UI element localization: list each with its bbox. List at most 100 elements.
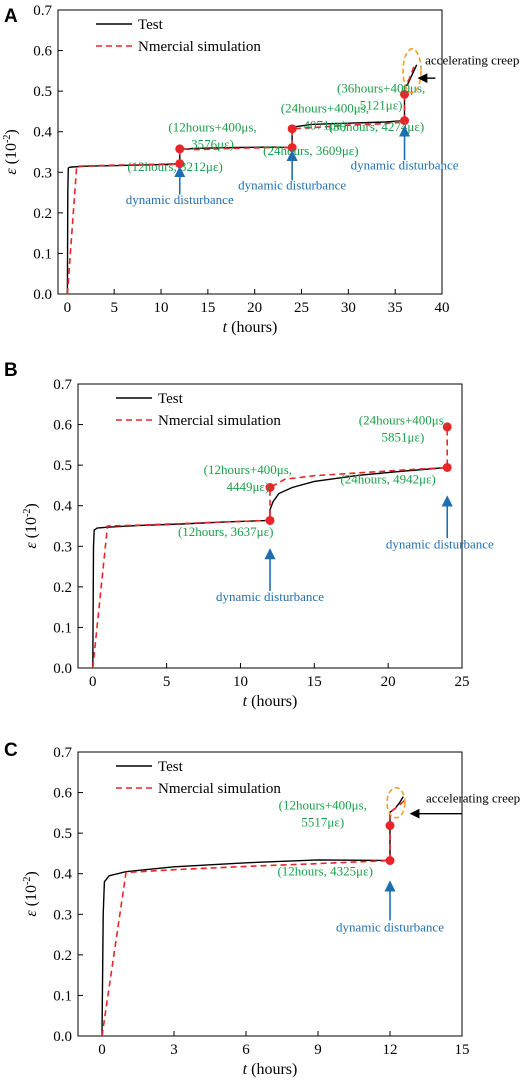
disturbance-label: dynamic disturbance [216, 589, 324, 604]
disturbance-label: dynamic disturbance [126, 192, 234, 207]
y-tick-label: 0.2 [53, 580, 72, 596]
point-annotation: 5851με) [382, 430, 425, 445]
y-axis-close: ) [23, 503, 40, 508]
point-annotation: (24hours, 3609με) [263, 143, 358, 158]
point-annotation: (24hours+400μs, [281, 101, 369, 116]
creep-label: accelerating creep [425, 52, 519, 67]
x-axis-unit: (hours) [247, 693, 297, 710]
point-annotation: (24hours+400μs, [359, 413, 447, 428]
y-tick-label: 0.6 [33, 44, 52, 60]
y-tick-label: 0.1 [53, 988, 72, 1004]
y-axis-exp: -2 [22, 509, 33, 517]
point-annotation: (12hours+400μs, [279, 798, 367, 813]
x-axis-var: t [243, 1061, 248, 1078]
y-tick-label: 0.2 [33, 206, 52, 222]
x-tick-label: 3 [170, 1042, 178, 1058]
y-tick-label: 0.5 [53, 458, 72, 474]
series-simulation-line [66, 66, 415, 295]
data-point [175, 144, 185, 154]
point-annotation: (12hours, 3212με) [127, 159, 222, 174]
data-point [400, 89, 410, 99]
creep-ellipse [386, 786, 406, 819]
data-point [175, 159, 185, 169]
legend-label: Nmercial simulation [158, 781, 281, 797]
x-tick-label: 0 [89, 674, 97, 690]
x-tick-label: 25 [294, 300, 309, 316]
point-annotation: 5517με) [301, 815, 344, 830]
x-tick-label: 5 [110, 300, 118, 316]
data-point [442, 462, 452, 472]
y-tick-label: 0.2 [53, 948, 72, 964]
y-tick-label: 0.3 [53, 539, 72, 555]
x-tick-label: 25 [455, 674, 470, 690]
y-tick-label: 0.7 [53, 745, 72, 761]
data-point [287, 124, 297, 134]
disturbance-label: dynamic disturbance [238, 178, 346, 193]
y-tick-label: 0.5 [33, 84, 52, 100]
point-annotation: (24hours, 4942με) [340, 471, 435, 486]
data-point [265, 515, 275, 525]
x-axis-title: t (hours) [243, 1061, 298, 1078]
x-tick-label: 40 [435, 300, 450, 316]
x-tick-label: 15 [307, 674, 322, 690]
point-annotation: (12hours+400μs, [168, 120, 256, 135]
y-tick-label: 0.5 [53, 826, 72, 842]
panel-letter: C [4, 740, 18, 761]
x-tick-label: 20 [381, 674, 396, 690]
data-point [442, 422, 452, 432]
panel-C: C 0.0 0.1 0.2 0.3 0.4 0.5 0.6 0.7 0 3 6 9 12 15 t (hour… [4, 740, 520, 1078]
panel-letter: A [4, 6, 18, 27]
y-tick-label: 0.4 [53, 499, 72, 515]
x-axis-title: t (hours) [243, 693, 298, 710]
y-tick-label: 0.7 [33, 3, 52, 19]
x-tick-label: 6 [242, 1042, 250, 1058]
x-tick-label: 20 [247, 300, 262, 316]
y-tick-label: 0.7 [53, 377, 72, 393]
x-tick-label: 30 [341, 300, 356, 316]
x-axis-var: t [243, 693, 248, 710]
y-tick-label: 0.6 [53, 786, 72, 802]
x-tick-label: 0 [64, 300, 72, 316]
x-tick-label: 5 [163, 674, 171, 690]
legend-label: Nmercial simulation [138, 39, 261, 55]
x-axis-title: t (hours) [223, 319, 278, 336]
data-point [265, 482, 275, 492]
y-axis-exp: -2 [2, 135, 13, 143]
y-tick-label: 0.4 [33, 125, 52, 141]
point-annotation: 3576με) [191, 137, 234, 152]
legend-label: Nmercial simulation [158, 413, 281, 429]
plot-frame [77, 751, 463, 1037]
series-simulation-line [101, 800, 405, 1037]
plot-frame [77, 383, 463, 669]
data-point [400, 116, 410, 126]
x-tick-label: 15 [455, 1042, 470, 1058]
x-tick-label: 35 [388, 300, 403, 316]
point-annotation: (36hours+400μs, [337, 80, 425, 95]
y-axis-var: ε [23, 910, 40, 917]
y-tick-label: 0.4 [53, 867, 72, 883]
x-tick-label: 10 [154, 300, 169, 316]
y-axis-unit: (10 [3, 143, 20, 168]
point-annotation: (12hours+400μs, [204, 462, 292, 477]
y-tick-label: 0.6 [53, 418, 72, 434]
series-simulation-line [92, 430, 449, 669]
x-axis-unit: (hours) [227, 319, 277, 336]
y-tick-label: 0.3 [53, 907, 72, 923]
y-tick-label: 0.0 [33, 287, 52, 303]
y-axis-close: ) [3, 129, 20, 134]
x-tick-label: 12 [383, 1042, 398, 1058]
y-axis-unit: (10 [23, 517, 40, 542]
panel-B: B 0.0 0.1 0.2 0.3 0.4 0.5 0.6 0.7 0 5 10 15 20 25 t (ho… [4, 360, 494, 710]
plot-frame [57, 9, 443, 295]
legend-label: Test [158, 759, 184, 775]
y-tick-label: 0.1 [53, 620, 72, 636]
x-axis-unit: (hours) [247, 1061, 297, 1078]
data-point [385, 856, 395, 866]
disturbance-label: dynamic disturbance [386, 536, 494, 551]
creep-label: accelerating creep [426, 791, 520, 806]
disturbance-label: dynamic disturbance [336, 919, 444, 934]
panel-letter: B [4, 360, 18, 381]
point-annotation: 4071με) [304, 118, 347, 133]
y-axis-title: ε (10-2) [22, 503, 40, 548]
